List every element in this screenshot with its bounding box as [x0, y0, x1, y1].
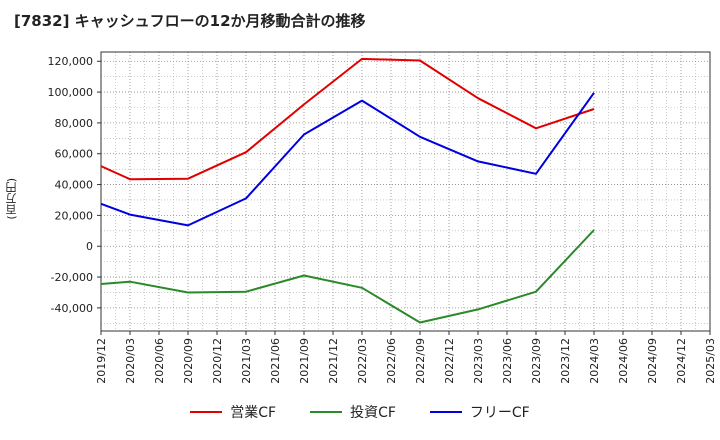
y-tick-label: 120,000 — [48, 55, 94, 68]
chart-title: [7832] キャッシュフローの12か月移動合計の推移 — [14, 12, 366, 30]
y-tick-label: 40,000 — [55, 179, 94, 192]
legend-swatch-operating — [190, 411, 223, 413]
y-tick-label: 20,000 — [55, 209, 94, 222]
x-tick-label: 2025/03 — [704, 338, 717, 384]
legend-swatch-investing — [310, 411, 343, 413]
y-tick-label: 80,000 — [55, 117, 94, 130]
y-tick-label: -40,000 — [51, 302, 93, 315]
x-tick-label: 2019/12 — [95, 338, 108, 384]
x-tick-label: 2020/06 — [153, 338, 166, 384]
x-tick-label: 2024/09 — [646, 338, 659, 384]
x-tick-label: 2020/03 — [124, 338, 137, 384]
x-tick-label: 2020/09 — [182, 338, 195, 384]
series — [100, 57, 595, 324]
legend-label-free: フリーCF — [469, 405, 530, 421]
x-tick-label: 2021/09 — [298, 338, 311, 384]
legend-label-operating: 営業CF — [230, 405, 277, 421]
x-tick-label: 2021/03 — [240, 338, 253, 384]
x-tick-label: 2022/03 — [356, 338, 369, 384]
x-tick-label: 2022/06 — [385, 338, 398, 384]
y-tick-label: 100,000 — [48, 86, 94, 99]
legend-item-free: フリーCF — [429, 402, 530, 422]
x-tick-labels: 2019/12 2020/03 2020/06 2020/09 2020/12 2021/… — [95, 338, 717, 384]
x-tick-label: 2022/09 — [414, 338, 427, 384]
legend-item-investing: 投資CF — [310, 402, 396, 422]
x-tick-label: 2022/12 — [443, 338, 456, 384]
x-tick-label: 2024/06 — [617, 338, 630, 384]
plot-frame — [100, 51, 711, 332]
x-tick-label: 2024/12 — [675, 338, 688, 384]
x-tick-label: 2021/06 — [269, 338, 282, 384]
legend-label-investing: 投資CF — [350, 405, 396, 421]
axes — [97, 51, 711, 335]
grid — [100, 52, 711, 331]
y-tick-label: 60,000 — [55, 148, 94, 161]
x-tick-label: 2023/06 — [501, 338, 514, 384]
y-tick-label: -20,000 — [51, 271, 93, 284]
series-line-1 — [100, 229, 595, 324]
series-line-2 — [100, 92, 595, 227]
legend-swatch-free — [429, 411, 462, 413]
y-tick-label: 0 — [86, 240, 93, 253]
x-tick-label: 2023/09 — [530, 338, 543, 384]
series-line-0 — [100, 57, 595, 181]
x-tick-label: 2020/12 — [211, 338, 224, 384]
y-tick-labels: -40,000 -20,000 0 20,000 40,000 60,000 80,000 1… — [48, 55, 94, 315]
legend-item-operating: 営業CF — [190, 402, 276, 422]
x-tick-label: 2023/03 — [472, 338, 485, 384]
legend: 営業CF 投資CF フリーCF — [0, 402, 720, 422]
x-tick-label: 2021/12 — [327, 338, 340, 384]
x-tick-label: 2023/12 — [559, 338, 572, 384]
x-tick-label: 2024/03 — [588, 338, 601, 384]
